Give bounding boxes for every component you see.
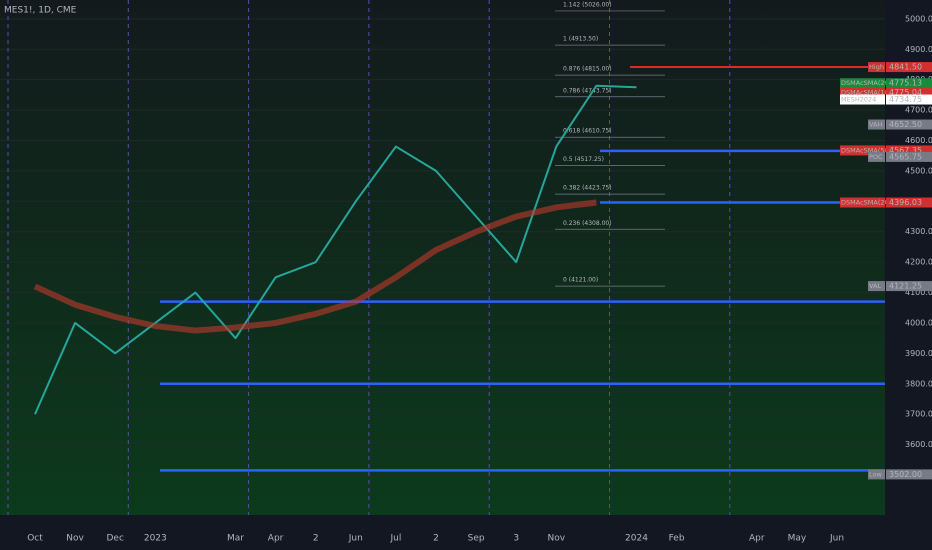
x-tick-label: Jun xyxy=(348,534,363,544)
x-tick-label: Feb xyxy=(669,534,685,544)
level-name: High xyxy=(869,63,884,71)
level-value: 4565.75 xyxy=(889,152,922,161)
series-line xyxy=(33,199,597,334)
y-tick-label: 5000.00 xyxy=(905,14,932,23)
level-value: 4121.25 xyxy=(889,282,922,291)
level-name: VAH xyxy=(869,121,882,129)
fib-label: 0.618 (4610.75) xyxy=(563,128,612,135)
plot-area xyxy=(0,0,885,515)
x-tick-label: 2023 xyxy=(144,534,167,544)
level-value: 4775.13 xyxy=(889,79,922,88)
level-name-box xyxy=(868,281,885,292)
x-tick-label: 2 xyxy=(313,534,319,544)
y-tick-label: 3900.00 xyxy=(905,349,932,358)
level-value-box xyxy=(886,151,932,162)
level-value-box xyxy=(886,145,932,156)
level-value-box xyxy=(886,94,932,105)
level-value: 4841.50 xyxy=(889,63,922,72)
level-value: 3502.00 xyxy=(889,470,922,479)
level-value-box xyxy=(886,197,932,208)
level-name: Low xyxy=(869,470,882,478)
level-name-box xyxy=(868,62,885,73)
level-value-box xyxy=(886,78,932,89)
level-name: VAL xyxy=(869,282,881,290)
x-tick-label: May xyxy=(788,534,807,544)
time-axis xyxy=(0,515,885,550)
x-tick-label: Dec xyxy=(106,534,123,544)
y-tick-label: 3600.00 xyxy=(905,440,932,449)
level-value-box xyxy=(886,281,932,292)
level-name-box xyxy=(840,197,885,208)
fib-label: 1.142 (5026.00) xyxy=(563,1,612,8)
fib-label: 0.236 (4308.00) xyxy=(563,220,612,227)
level-name-box xyxy=(840,87,885,98)
y-tick-label: 4500.00 xyxy=(905,166,932,175)
level-name-box xyxy=(840,94,885,105)
x-tick-label: Sep xyxy=(468,534,485,544)
level-value: 4567.35 xyxy=(889,146,922,155)
level-value: 4652.50 xyxy=(889,120,922,129)
x-tick-label: Oct xyxy=(27,534,43,544)
level-name: MESH2024 xyxy=(841,96,876,104)
y-tick-label: 4200.00 xyxy=(905,258,932,267)
x-tick-label: 2 xyxy=(433,534,439,544)
x-tick-label: Apr xyxy=(268,534,284,544)
level-name: POC xyxy=(869,153,883,161)
x-tick-label: Jul xyxy=(389,534,401,544)
level-name: DSMAcSMA(50) xyxy=(841,146,891,154)
level-value: 4396.03 xyxy=(889,198,922,207)
level-name-box xyxy=(868,469,885,480)
y-tick-label: 4900.00 xyxy=(905,45,932,54)
chart-title: MES1!, 1D, CME xyxy=(4,6,77,16)
level-value-box xyxy=(886,62,932,73)
x-tick-label: Apr xyxy=(749,534,765,544)
level-value-box xyxy=(886,469,932,480)
x-tick-label: Jun xyxy=(829,534,844,544)
x-tick-label: 2024 xyxy=(625,534,648,544)
fib-label: 0.5 (4517.25) xyxy=(563,156,604,163)
level-value-box xyxy=(886,87,932,98)
y-tick-label: 4700.00 xyxy=(905,106,932,115)
level-value: 4734.75 xyxy=(889,95,922,104)
x-tick-label: Mar xyxy=(227,534,244,544)
level-name: DSMAcSMA(20) xyxy=(841,79,891,87)
y-tick-label: 3800.00 xyxy=(905,379,932,388)
y-tick-label: 4300.00 xyxy=(905,227,932,236)
fib-label: 0.786 (4743.75) xyxy=(563,87,612,94)
level-name-box xyxy=(840,145,885,156)
fib-label: 0.382 (4423.75) xyxy=(563,185,612,192)
y-tick-label: 4000.00 xyxy=(905,318,932,327)
y-tick-label: 4600.00 xyxy=(905,136,932,145)
level-name-box xyxy=(840,78,885,89)
y-tick-label: 3700.00 xyxy=(905,410,932,419)
level-name-box xyxy=(868,151,885,162)
level-value-box xyxy=(886,119,932,130)
x-tick-label: 3 xyxy=(513,534,519,544)
level-name: DSMAcSMA(200) xyxy=(841,199,895,207)
level-name-box xyxy=(868,119,885,130)
fib-label: 0.876 (4815.00) xyxy=(563,66,612,73)
fib-label: 1 (4913.50) xyxy=(563,36,598,43)
x-tick-label: Nov xyxy=(66,534,84,544)
y-tick-label: 4100.00 xyxy=(905,288,932,297)
level-value: 4775.04 xyxy=(889,88,922,97)
x-tick-label: Nov xyxy=(548,534,566,544)
level-name: DSMAcSMA(10) xyxy=(841,88,891,96)
series-line xyxy=(34,84,637,415)
fib-label: 0 (4121.00) xyxy=(563,277,598,284)
